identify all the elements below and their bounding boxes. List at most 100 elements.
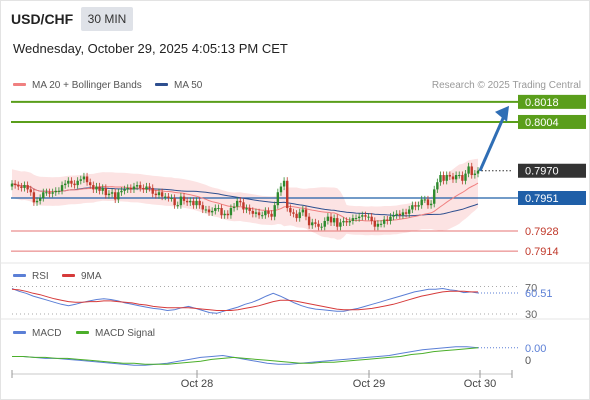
candle-body [79, 179, 83, 181]
bollinger-band-group [12, 158, 478, 240]
candle-body [101, 187, 104, 191]
candle-body [51, 192, 54, 194]
candle-body [73, 183, 76, 186]
candle-body [179, 196, 183, 206]
macd-signal-line [12, 347, 479, 365]
rsi-ref-label-30: 30 [525, 309, 537, 321]
candle-body [417, 205, 420, 207]
current-price-tag [518, 163, 586, 178]
legend-rsi-ma: 9MA [62, 271, 102, 282]
candle-body [35, 200, 39, 203]
candle-body [286, 180, 289, 209]
legend-ma20: MA 20 + Bollinger Bands [13, 80, 142, 92]
candle-body [279, 186, 283, 193]
candle-body [42, 192, 45, 198]
candle-body [63, 183, 67, 186]
candle-body [351, 218, 355, 221]
candle-body [414, 205, 417, 207]
candle-body [464, 173, 467, 181]
forecast-arrow-head [495, 105, 509, 122]
candle-body [142, 187, 145, 190]
candle-body [170, 198, 173, 199]
timeframe-button[interactable]: 30 MIN [81, 7, 133, 31]
legend-ma20-label: MA 20 + Bollinger Bands [32, 80, 142, 91]
candle-body [270, 213, 273, 217]
candle-body [154, 193, 158, 196]
datetime-label: Wednesday, October 29, 2025 4:05:13 PM C… [13, 41, 288, 56]
candle-body [242, 202, 245, 210]
candle-body [301, 209, 305, 213]
candle-body [239, 200, 242, 203]
candle-body [267, 210, 270, 214]
candle-body [429, 203, 433, 206]
legend-rsi-ma-label: 9MA [81, 271, 102, 282]
candles-group [10, 162, 480, 231]
candle-body [376, 223, 380, 227]
rsi-current-value: 60.51 [525, 288, 553, 300]
candle-body [314, 222, 317, 224]
candle-body [476, 170, 480, 174]
candle-body [295, 213, 298, 219]
candle-body [345, 220, 348, 223]
legend-rsi-label: RSI [32, 271, 49, 282]
symbol-title: USD/CHF [11, 11, 74, 27]
macd-current-value: 0.00 [525, 343, 546, 355]
macd-zero-label: 0 [525, 355, 531, 367]
candle-body [210, 210, 214, 213]
candle-body [348, 220, 351, 223]
candle-body [13, 183, 17, 186]
candle-body [82, 176, 86, 180]
legend-macd: MACD [13, 328, 61, 339]
candle-body [436, 182, 439, 190]
candle-body [379, 223, 383, 225]
current-price-label: 0.7970 [525, 166, 559, 178]
candle-body [129, 187, 133, 190]
candle-body [70, 180, 73, 184]
bollinger-band [12, 158, 478, 240]
candle-body [264, 210, 267, 216]
candle-body [217, 208, 220, 210]
candle-body [289, 208, 292, 213]
candle-body [226, 213, 229, 216]
candle-body [398, 213, 402, 216]
candle-body [76, 180, 79, 186]
candle-body [470, 166, 473, 176]
candle-body [454, 175, 458, 180]
candle-body [364, 215, 367, 217]
candle-body [10, 183, 14, 187]
legend-rsi: RSI [13, 271, 49, 282]
candle-body [98, 186, 101, 191]
level-tag-0.8004 [518, 114, 586, 129]
candle-body [126, 187, 129, 190]
candle-body [54, 190, 57, 193]
level-label-0.7928: 0.7928 [525, 226, 559, 238]
candle-body [45, 192, 48, 194]
legend-ma50-label: MA 50 [174, 80, 203, 91]
candle-body [176, 205, 179, 207]
candle-body [342, 220, 345, 223]
ma50-swatch [155, 82, 168, 86]
rsi-line [11, 287, 479, 314]
candle-body [307, 216, 311, 226]
candle-body [386, 219, 389, 221]
candle-body [276, 192, 280, 206]
candle-body [401, 212, 405, 216]
candle-body [85, 176, 89, 183]
candle-body [407, 209, 411, 214]
candle-body [423, 199, 427, 201]
candle-body [204, 209, 208, 211]
candle-body [232, 206, 236, 209]
candle-body [60, 185, 64, 191]
candle-body [370, 216, 373, 221]
candle-body [261, 215, 264, 217]
legend-macd-signal-label: MACD Signal [95, 328, 156, 339]
candle-body [207, 209, 211, 213]
x-tick-label-2: Oct 30 [464, 378, 496, 390]
candle-body [182, 196, 186, 201]
macd-line [12, 346, 479, 366]
candle-body [160, 192, 164, 197]
candle-body [132, 186, 136, 190]
candle-body [185, 200, 189, 203]
candle-body [92, 185, 95, 190]
